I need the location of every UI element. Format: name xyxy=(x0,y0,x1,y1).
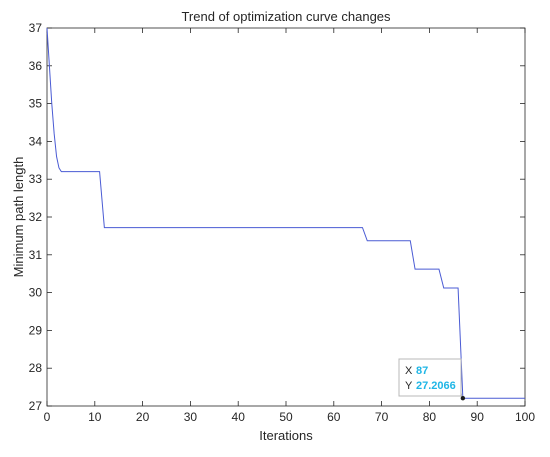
y-tick-label: 27 xyxy=(29,399,43,413)
x-tick-label: 10 xyxy=(88,410,102,424)
x-tick-label: 80 xyxy=(423,410,437,424)
plot-area-frame xyxy=(46,27,526,407)
y-tick-label: 31 xyxy=(29,248,43,262)
x-tick-label: 100 xyxy=(515,410,535,424)
datatip-marker[interactable] xyxy=(460,395,466,401)
y-axis-title: Minimum path length xyxy=(11,157,26,278)
y-tick-label: 33 xyxy=(29,172,43,186)
datatip-box xyxy=(398,358,462,397)
datatip-y-value: 27.2066 xyxy=(416,380,456,392)
x-tick-label: 90 xyxy=(471,410,485,424)
y-tick-label: 32 xyxy=(29,210,43,224)
x-tick-label: 0 xyxy=(44,410,51,424)
y-tick-label: 28 xyxy=(29,361,43,375)
x-tick-label: 60 xyxy=(327,410,341,424)
series-line xyxy=(46,27,525,399)
chart-title: Trend of optimization curve changes xyxy=(181,9,391,24)
x-tick-label: 70 xyxy=(375,410,389,424)
x-tick-label: 30 xyxy=(184,410,198,424)
x-tick-label: 20 xyxy=(136,410,150,424)
y-tick-label: 29 xyxy=(29,323,43,337)
x-tick-label: 50 xyxy=(279,410,293,424)
y-tick-label: 34 xyxy=(29,134,43,148)
x-tick-label: 40 xyxy=(232,410,246,424)
datatip[interactable]: X 87Y 27.2066 xyxy=(398,358,466,401)
y-tick-label: 30 xyxy=(29,286,43,300)
x-axis-title: Iterations xyxy=(259,428,313,443)
series-group xyxy=(46,27,525,399)
y-tick-label: 36 xyxy=(29,59,43,73)
y-tick-label: 37 xyxy=(29,21,43,35)
datatip-x-key: X xyxy=(405,365,413,377)
datatip-y-key: Y xyxy=(405,380,413,392)
y-tick-label: 35 xyxy=(29,97,43,111)
datatip-x-value: 87 xyxy=(416,365,428,377)
axes: 0 10 20 30 40 50 60 70 80 90 100 27 28 29 30 31 32 33 34 35… xyxy=(29,21,536,424)
